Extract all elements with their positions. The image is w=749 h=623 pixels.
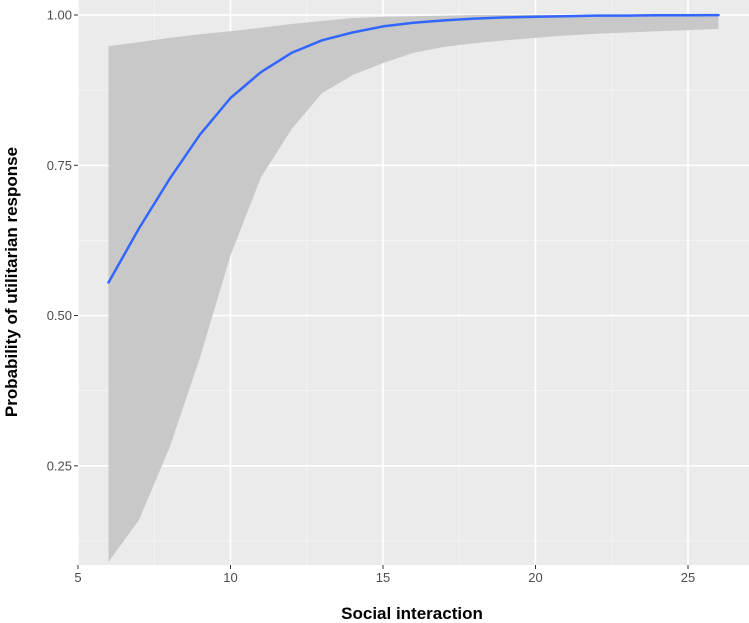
fitted-line xyxy=(107,13,720,284)
y-axis-title: Probability of utilitarian response xyxy=(2,147,21,417)
x-tick-label: 15 xyxy=(376,570,390,585)
confidence-band xyxy=(108,15,719,562)
x-axis-title: Social interaction xyxy=(341,604,483,623)
y-tick-label: 0.75 xyxy=(47,158,72,173)
y-tick-label: 1.00 xyxy=(47,8,72,23)
x-tick-label: 5 xyxy=(74,570,81,585)
y-tick-labels: 0.25 0.50 0.75 1.00 xyxy=(47,8,72,474)
x-tick-labels: 5 10 15 20 25 xyxy=(74,570,695,585)
x-tick-label: 20 xyxy=(528,570,542,585)
axis-ticks xyxy=(74,14,689,569)
x-tick-label: 10 xyxy=(223,570,237,585)
y-tick-label: 0.25 xyxy=(47,458,72,473)
y-tick-label: 0.50 xyxy=(47,308,72,323)
x-tick-label: 25 xyxy=(681,570,695,585)
